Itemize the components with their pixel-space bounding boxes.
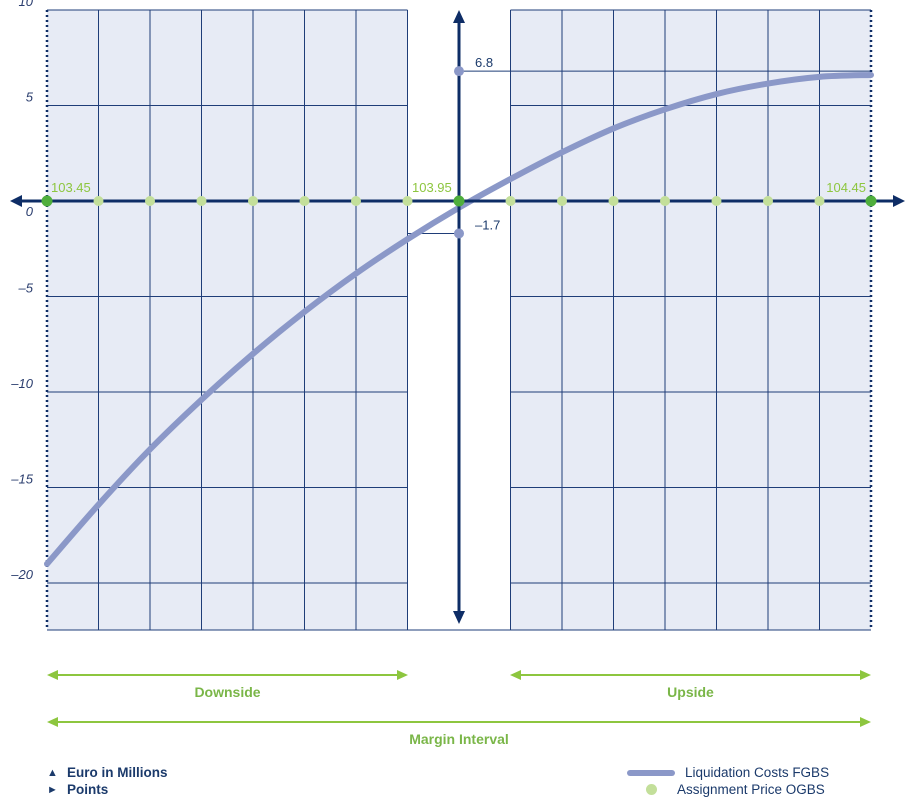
annotation-label: –1.7 — [475, 217, 500, 232]
assignment-price-point — [711, 196, 722, 206]
range-upside-label: Upside — [667, 684, 714, 700]
triangle-right-icon: ► — [47, 783, 58, 796]
annotation-label: 6.8 — [475, 55, 493, 70]
series-legend: Liquidation Costs FGBS Assignment Price … — [627, 764, 829, 798]
assignment-price-point — [196, 196, 207, 206]
y-tick-labels: 103.45 103.95 104.45 10 5 0 –5 –10 –15 –20 — [10, 0, 866, 582]
series-line-liquidation-costs — [44, 71, 874, 567]
legend-series-dots: Assignment Price OGBS — [627, 781, 829, 798]
assignment-price-point — [763, 196, 773, 206]
assignment-price-point — [608, 196, 619, 206]
markers: 6.8 –1.7 — [41, 55, 877, 239]
range-margin-interval-arrow-right — [860, 717, 871, 727]
assignment-price-point — [557, 196, 567, 206]
assignment-price-point — [660, 196, 670, 206]
x-axis-arrow-right — [893, 195, 905, 207]
assignment-price-point — [145, 196, 155, 206]
legend-axis-y: ▲ Euro in Millions — [47, 764, 168, 781]
line-swatch — [627, 769, 675, 776]
legend-series-dots-label: Assignment Price OGBS — [677, 782, 825, 797]
range-margin-interval-arrow-left — [47, 717, 58, 727]
assignment-price-point — [351, 196, 361, 206]
y-tick-label: 10 — [19, 0, 34, 9]
range-downside-arrow-right — [397, 670, 408, 680]
x-axis-arrow-left — [10, 195, 22, 207]
assignment-price-point — [453, 195, 465, 207]
assignment-price-point — [402, 196, 413, 206]
assignment-price-point — [299, 196, 310, 206]
assignment-price-point — [41, 195, 53, 207]
y-tick-label: –15 — [10, 472, 33, 487]
range-upside-arrow-right — [860, 670, 871, 680]
range-margin-interval-label: Margin Interval — [409, 731, 509, 747]
axis-legend: ▲ Euro in Millions ► Points — [47, 764, 168, 798]
assignment-price-point — [93, 196, 104, 206]
ranges: Downside Upside Margin Interval — [47, 670, 871, 747]
annotation-point — [454, 228, 464, 239]
grid-panel-left — [47, 10, 408, 630]
y-axis-arrow-up — [453, 10, 465, 23]
curve-layer — [44, 71, 874, 567]
triangle-up-icon: ▲ — [47, 766, 58, 779]
y-tick-label: 0 — [26, 204, 34, 219]
legend-axis-x-label: Points — [67, 782, 109, 797]
x-value-label: 103.95 — [412, 180, 452, 195]
y-tick-label: –5 — [18, 281, 34, 296]
legend-series-line: Liquidation Costs FGBS — [627, 764, 829, 781]
y-tick-label: –20 — [10, 567, 33, 582]
legend-axis-y-label: Euro in Millions — [67, 765, 168, 780]
x-value-label: 103.45 — [51, 180, 91, 195]
range-downside-label: Downside — [194, 684, 260, 700]
y-tick-label: –10 — [10, 376, 33, 391]
assignment-price-point — [814, 196, 825, 206]
y-tick-label: 5 — [26, 90, 34, 105]
x-value-label: 104.45 — [826, 180, 866, 195]
legend-series-line-label: Liquidation Costs FGBS — [685, 765, 830, 780]
grid-panel-right — [510, 10, 871, 630]
assignment-price-point — [505, 196, 516, 206]
range-upside-arrow-left — [510, 670, 521, 680]
dot-swatch — [646, 784, 657, 795]
assignment-price-point — [865, 195, 877, 207]
annotation-point — [454, 66, 464, 77]
range-downside-arrow-left — [47, 670, 58, 680]
legend-axis-x: ► Points — [47, 781, 168, 798]
grid — [45, 9, 873, 631]
assignment-price-point — [248, 196, 258, 206]
y-axis-arrow-down — [453, 611, 465, 624]
